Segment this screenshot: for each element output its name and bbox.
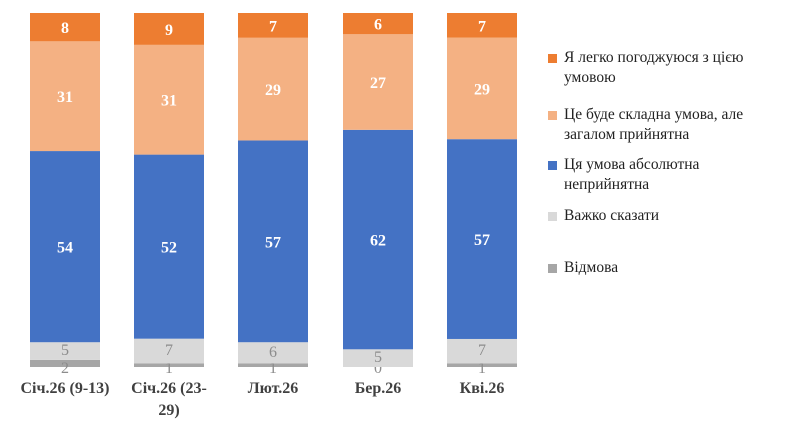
legend-item: Це буде складна умова, але загалом прийня… bbox=[548, 105, 743, 145]
legend-label: загалом прийнятна bbox=[564, 126, 690, 143]
legend-item: Відмова bbox=[548, 258, 618, 278]
data-label: 29 bbox=[474, 81, 490, 98]
data-label: 57 bbox=[474, 232, 490, 249]
bar-segment bbox=[343, 34, 413, 130]
data-label: 5 bbox=[61, 342, 69, 359]
bar-segment bbox=[238, 140, 308, 343]
category-label: Січ.26 (23- bbox=[131, 380, 207, 397]
bar-segment bbox=[134, 44, 204, 155]
data-label: 5 bbox=[374, 349, 382, 366]
bar-segment bbox=[30, 342, 100, 360]
data-label: 52 bbox=[161, 240, 177, 257]
data-label: 1 bbox=[165, 360, 173, 377]
category-label: Лют.26 bbox=[248, 380, 299, 397]
data-label: 7 bbox=[165, 342, 173, 359]
data-label: 57 bbox=[265, 234, 281, 251]
legend-label: Я легко погоджуюся з цією bbox=[564, 49, 744, 66]
bar-segment bbox=[447, 363, 517, 367]
legend-item: Важко сказати bbox=[548, 206, 659, 226]
data-label: 62 bbox=[370, 233, 386, 250]
data-label: 8 bbox=[61, 20, 69, 37]
category-label: Січ.26 (9-13) bbox=[20, 380, 109, 397]
bar-segment bbox=[30, 41, 100, 152]
legend-item: Я легко погоджуюся з цією умовою bbox=[548, 48, 744, 88]
legend-item: Ця умова абсолютна неприйнятна bbox=[548, 155, 699, 195]
category-label: 29) bbox=[158, 402, 179, 419]
data-label: 7 bbox=[478, 342, 486, 359]
data-label: 31 bbox=[161, 93, 177, 110]
legend-swatch bbox=[548, 212, 557, 221]
data-label: 7 bbox=[269, 18, 277, 35]
bar-segment bbox=[30, 151, 100, 343]
bar-segment bbox=[343, 13, 413, 35]
data-label: 9 bbox=[165, 22, 173, 39]
legend-label: умовою bbox=[564, 69, 616, 86]
legend-swatch bbox=[548, 161, 557, 170]
legend-label: Це буде складна умова, але bbox=[564, 106, 744, 123]
bar-segment bbox=[447, 13, 517, 38]
legend-swatch bbox=[548, 111, 557, 120]
bar-segment bbox=[238, 37, 308, 141]
category-label: Кві.26 bbox=[460, 380, 505, 397]
bar-segment bbox=[238, 13, 308, 38]
bar-segment bbox=[134, 338, 204, 364]
legend-label: Важко сказати bbox=[564, 207, 660, 224]
bar-segment bbox=[134, 363, 204, 367]
bar-segment bbox=[447, 37, 517, 140]
legend-label: неприйнятна bbox=[564, 176, 650, 193]
data-label: 29 bbox=[265, 82, 281, 99]
data-label: 6 bbox=[269, 344, 277, 361]
data-label: 31 bbox=[57, 89, 73, 106]
bar-segment bbox=[30, 13, 100, 42]
legend-label: Ця умова абсолютна bbox=[564, 156, 700, 173]
bar-segment bbox=[30, 359, 100, 367]
data-label: 7 bbox=[478, 18, 486, 35]
bar-segment bbox=[343, 349, 413, 367]
bar-segment bbox=[238, 342, 308, 364]
legend-swatch bbox=[548, 264, 557, 273]
data-label: 54 bbox=[57, 240, 73, 257]
bar-segment bbox=[238, 363, 308, 367]
bar-segment bbox=[447, 139, 517, 339]
data-label: 0 bbox=[374, 360, 382, 377]
bar-segment bbox=[134, 154, 204, 339]
bar-segment bbox=[447, 338, 517, 364]
data-label: 1 bbox=[478, 360, 486, 377]
data-label: 2 bbox=[61, 360, 69, 377]
data-label: 27 bbox=[370, 75, 386, 92]
bar-segment bbox=[134, 13, 204, 45]
category-label: Бер.26 bbox=[355, 380, 402, 397]
legend-swatch bbox=[548, 54, 557, 63]
bar-segment bbox=[343, 129, 413, 350]
data-label: 6 bbox=[374, 17, 382, 34]
data-label: 1 bbox=[269, 360, 277, 377]
legend-label: Відмова bbox=[564, 259, 619, 276]
